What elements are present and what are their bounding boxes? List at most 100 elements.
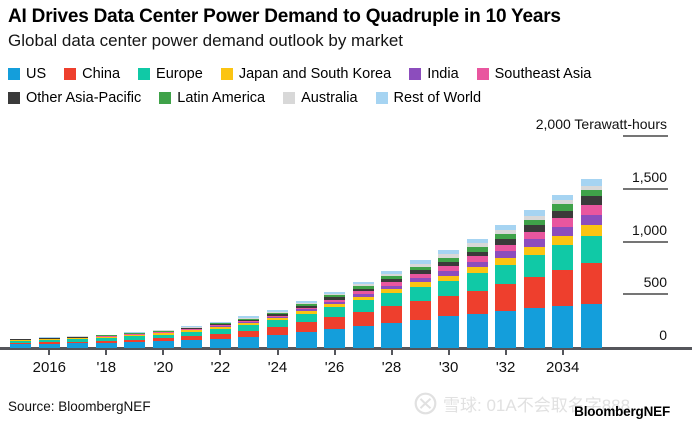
bar-segment-latin-america (267, 312, 288, 315)
bar-segment-europe (324, 307, 345, 318)
bar-segment-rest-of-world (438, 250, 460, 255)
bar-segment-australia (580, 185, 602, 190)
bar-segment-rest-of-world (552, 194, 574, 201)
bar-2032 (495, 225, 517, 348)
x-axis-label: '32 (495, 359, 516, 376)
bar-segment-australia (523, 215, 545, 220)
y-axis-tick (623, 240, 668, 243)
legend-label: Australia (301, 90, 358, 106)
bar-segment-southeast-asia (438, 266, 460, 271)
bar-2023 (238, 316, 260, 348)
x-axis-label: 2034 (546, 359, 580, 376)
bar-segment-india (295, 309, 317, 312)
bar-segment-latin-america (552, 204, 574, 211)
bar-segment-rest-of-world (381, 271, 402, 275)
bar-segment-other-asia-pacific (495, 239, 517, 245)
bar-segment-china (352, 311, 374, 326)
legend-item-europe: Europe (138, 66, 203, 82)
bar-segment-europe (152, 334, 174, 339)
bar-segment-japan-south-korea (10, 340, 32, 341)
bar-segment-europe (466, 273, 488, 291)
bar-segment-us (552, 305, 574, 348)
bar-segment-other-asia-pacific (409, 270, 431, 275)
bar-segment-latin-america (523, 219, 545, 226)
bar-segment-europe (181, 331, 203, 337)
bar-segment-india (324, 301, 345, 304)
legend-row-1: US China Europe Japan and South Korea India S… (8, 62, 591, 86)
bar-2017 (67, 336, 89, 348)
y-axis-label: 1,500 (631, 168, 667, 185)
bar-segment-europe (238, 324, 260, 331)
bar-2028 (381, 271, 402, 348)
bar-segment-rest-of-world (523, 210, 545, 216)
bar-segment-us (181, 340, 203, 348)
bar-segment-southeast-asia (181, 329, 203, 330)
japan-south-korea-swatch-icon (220, 68, 233, 80)
watermark: 雪球: 01A不会取名字888 (414, 391, 630, 416)
bar-segment-japan-south-korea (409, 282, 431, 287)
bar-segment-japan-south-korea (523, 247, 545, 256)
x-axis-label: '26 (324, 359, 345, 376)
xueqiu-logo-icon (414, 392, 437, 415)
bar-segment-latin-america (295, 304, 317, 306)
china-swatch-icon (64, 68, 77, 80)
bar-segment-australia (352, 284, 374, 286)
bar-segment-latin-america (152, 331, 174, 332)
bar-segment-other-asia-pacific (324, 297, 345, 300)
legend-label: US (26, 66, 47, 82)
bar-segment-latin-america (181, 327, 203, 329)
bar-segment-us (409, 319, 431, 348)
bar-segment-southeast-asia (495, 244, 517, 252)
chart-subtitle: Global data center power demand outlook … (8, 31, 404, 50)
bar-segment-rest-of-world (352, 281, 374, 285)
bar-segment-japan-south-korea (67, 338, 89, 340)
y-axis-tick (623, 135, 668, 138)
chart-title: AI Drives Data Center Power Demand to Qu… (8, 6, 561, 27)
legend-item-japan-south-korea: Japan and South Korea (220, 66, 391, 82)
bar-segment-china (523, 277, 545, 309)
bar-segment-china (267, 327, 288, 335)
bar-segment-china (38, 342, 60, 344)
bar-segment-latin-america (466, 246, 488, 252)
bar-segment-latin-america (495, 233, 517, 240)
x-axis-label: '22 (210, 359, 231, 376)
australia-swatch-icon (283, 92, 296, 104)
bar-segment-us (209, 338, 231, 348)
india-swatch-icon (409, 68, 422, 80)
bar-segment-india (466, 261, 488, 268)
bar-segment-latin-america (352, 285, 374, 289)
bar-segment-latin-america (124, 333, 146, 334)
bar-segment-europe (552, 245, 574, 270)
bar-segment-us (523, 308, 545, 348)
bar-segment-china (10, 342, 32, 345)
bar-segment-china (324, 317, 345, 329)
bar-segment-india (438, 270, 460, 276)
bar-segment-us (381, 322, 402, 348)
bar-segment-southeast-asia (523, 231, 545, 240)
bar-segment-other-asia-pacific (267, 314, 288, 316)
bar-segment-rest-of-world (152, 329, 174, 331)
bar-segment-us (324, 328, 345, 348)
bar-segment-europe (409, 286, 431, 302)
bar-2018 (95, 334, 117, 348)
bar-segment-southeast-asia (466, 256, 488, 262)
bar-segment-us (67, 343, 89, 348)
latin-america-swatch-icon (159, 92, 172, 104)
bar-segment-japan-south-korea (438, 275, 460, 281)
x-axis-tick (105, 350, 108, 355)
bar-segment-us (38, 343, 60, 348)
bar-segment-southeast-asia (209, 325, 231, 327)
x-axis-label: 2016 (32, 359, 66, 376)
legend-label: India (427, 66, 459, 82)
bar-segment-other-asia-pacific (466, 251, 488, 257)
bar-2030 (438, 250, 460, 348)
y-axis-label: 500 (643, 274, 667, 291)
x-axis-tick (333, 350, 336, 355)
bar-segment-japan-south-korea (124, 335, 146, 337)
bar-segment-australia (381, 274, 402, 277)
rest-of-world-swatch-icon (375, 92, 388, 104)
bar-segment-australia (409, 264, 431, 267)
bar-segment-china (124, 339, 146, 343)
bar-segment-europe (124, 336, 146, 340)
